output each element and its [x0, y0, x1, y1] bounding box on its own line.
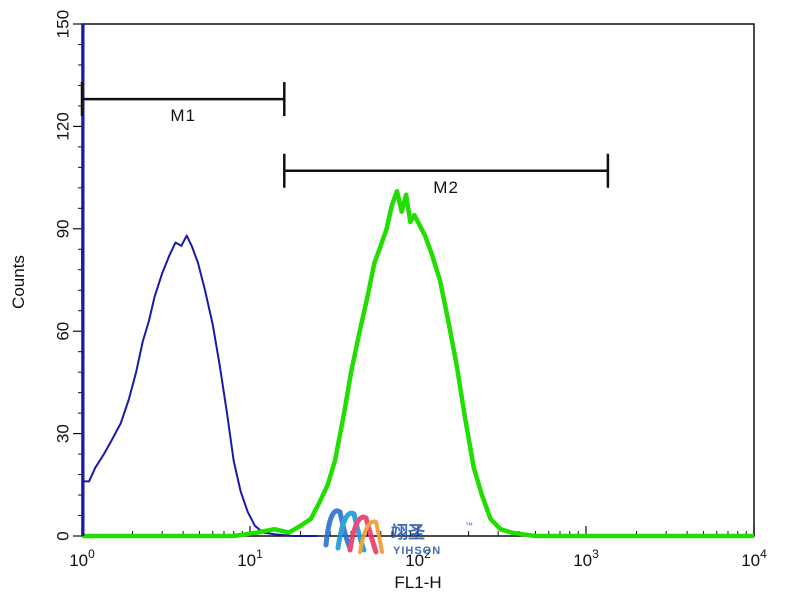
watermark-cn: 翊圣: [391, 523, 426, 543]
x-axis: 100 101 102 103 104: [69, 526, 767, 570]
series-line-control: [81, 234, 317, 537]
x-tick-label: 102: [405, 547, 431, 570]
x-axis-label: FL1-H: [394, 573, 441, 592]
y-tick-label: 60: [53, 322, 72, 341]
x-tick-exponent: 2: [424, 547, 431, 561]
x-tick-exponent: 1: [256, 547, 263, 561]
series-line-sample: [82, 189, 754, 539]
x-tick-exponent: 0: [88, 547, 95, 561]
gate-markers: M1 M2: [80, 82, 610, 197]
watermark-logo-mark: [323, 508, 384, 555]
x-tick-base: 10: [69, 551, 88, 570]
y-tick-label: 0: [53, 531, 72, 540]
x-tick-label: 103: [573, 547, 599, 570]
x-tick-base: 10: [237, 551, 256, 570]
x-tick-exponent: 4: [760, 547, 767, 561]
y-tick-label: 30: [53, 424, 72, 443]
y-tick-label: 120: [53, 112, 72, 140]
y-tick-label: 150: [53, 10, 72, 38]
marker-label: M2: [433, 178, 459, 197]
y-tick-label: 90: [53, 219, 72, 238]
watermark-en: YIHSON: [393, 545, 441, 557]
x-tick-base: 10: [573, 551, 592, 570]
y-axis-label: Counts: [9, 255, 28, 309]
y-axis: 0 30 60 90 120 150: [53, 10, 82, 541]
x-tick-base: 10: [405, 551, 424, 570]
x-tick-label: 100: [69, 547, 95, 570]
watermark-logo: 翊圣 ™ YIHSON: [323, 508, 473, 557]
x-tick-exponent: 3: [592, 547, 599, 561]
x-tick-label: 104: [741, 547, 767, 570]
plot-area: [81, 23, 755, 537]
marker-label: M1: [170, 106, 196, 125]
watermark-tm: ™: [465, 521, 473, 530]
x-tick-label: 101: [237, 547, 263, 570]
x-tick-base: 10: [741, 551, 760, 570]
